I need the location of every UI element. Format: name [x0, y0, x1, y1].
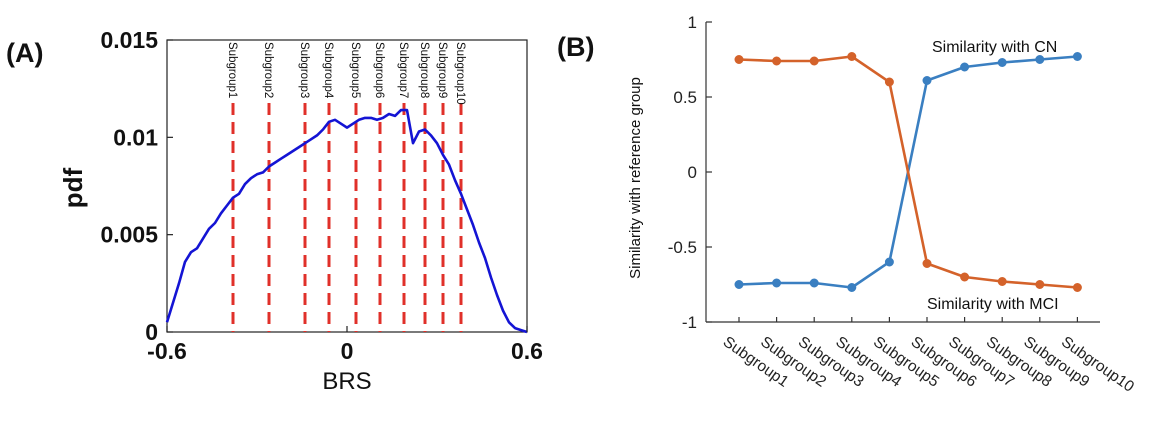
b-y-tick-label: 0.5 — [673, 88, 697, 107]
series-point-mci — [884, 77, 894, 87]
series-point-cn — [734, 280, 744, 289]
series-point-cn — [922, 76, 932, 85]
panel-a-x-ticks: -0.6 0 0.6 — [147, 326, 543, 364]
x-tick-label: 0 — [341, 338, 354, 364]
b-y-tick-label: 0 — [688, 163, 697, 182]
series-point-mci — [734, 55, 744, 64]
b-y-tick-label: 1 — [688, 13, 697, 32]
y-tick-label: 0.015 — [100, 27, 158, 53]
panel-a: (A) Subgroup1 Subgroup2 Subgroup3 Subgroup4… — [6, 27, 543, 395]
series-point-cn — [1035, 55, 1045, 64]
panel-b: (B) 1 0.5 0 -0.5 -1 Subgroup1Subgroup2Subgro… — [557, 13, 1137, 396]
series-point-cn — [884, 257, 894, 267]
subgroup-label-4: Subgroup4 — [322, 42, 334, 99]
series-point-mci — [809, 56, 819, 66]
panel-b-y-label: Similarity with reference group — [627, 77, 644, 279]
panel-b-annotation-mci: Similarity with MCI — [927, 296, 1059, 313]
subgroup-label-8: Subgroup8 — [418, 42, 430, 98]
subgroup-label-10: Subgroup10 — [454, 42, 466, 105]
subgroup-label-5: Subgroup5 — [349, 42, 361, 98]
series-point-cn — [809, 278, 819, 288]
b-y-tick-label: -1 — [682, 313, 697, 332]
series-point-mci — [847, 52, 857, 61]
series-point-mci — [960, 272, 970, 282]
series-point-cn — [772, 278, 782, 288]
panel-a-axes-box — [166, 39, 528, 333]
panel-b-category-labels: Subgroup1Subgroup2Subgroup3Subgroup4Subg… — [720, 317, 1137, 396]
series-point-cn — [847, 283, 857, 292]
subgroup-label-1: Subgroup1 — [226, 42, 238, 98]
y-tick-label: 0 — [145, 319, 158, 345]
panel-a-x-label: BRS — [322, 368, 371, 395]
panel-a-y-label: pdf — [58, 167, 88, 208]
series-line-mci — [738, 55, 1078, 289]
subgroup-label-7: Subgroup7 — [397, 42, 409, 98]
x-tick-label: 0.6 — [511, 338, 543, 364]
panel-b-series — [734, 52, 1082, 292]
panel-b-y-ticks: 1 0.5 0 -0.5 -1 — [668, 13, 712, 332]
b-y-tick-label: -0.5 — [668, 238, 697, 257]
panel-a-pdf-curve — [165, 108, 528, 334]
series-point-cn — [1072, 52, 1082, 61]
subgroup-label-9: Subgroup9 — [436, 42, 448, 98]
series-point-cn — [960, 62, 970, 72]
panel-a-label: (A) — [6, 38, 43, 68]
subgroup-label-6: Subgroup6 — [373, 42, 385, 98]
series-point-cn — [997, 58, 1007, 67]
y-tick-label: 0.005 — [100, 222, 158, 248]
panel-a-y-ticks: 0 0.005 0.01 0.015 — [100, 27, 173, 345]
panel-a-subgroup-lines — [231, 103, 463, 332]
x-tick-label: -0.6 — [147, 338, 187, 364]
series-point-mci — [922, 259, 932, 268]
panel-b-label: (B) — [557, 32, 594, 62]
series-point-mci — [772, 56, 782, 66]
subgroup-label-3: Subgroup3 — [298, 42, 310, 98]
series-point-mci — [1072, 283, 1082, 292]
subgroup-label-2: Subgroup2 — [262, 42, 274, 98]
series-point-mci — [1035, 280, 1045, 289]
panel-a-subgroup-labels: Subgroup1 Subgroup2 Subgroup3 Subgroup4 Subg… — [226, 42, 466, 105]
y-tick-label: 0.01 — [113, 124, 158, 150]
series-point-mci — [997, 277, 1007, 286]
panel-b-annotation-cn: Similarity with CN — [932, 39, 1057, 56]
